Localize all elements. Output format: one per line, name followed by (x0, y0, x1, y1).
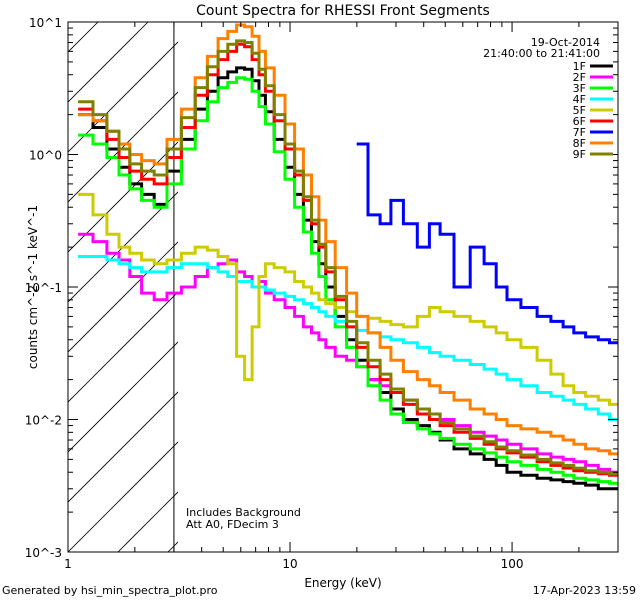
date-label: 19-Oct-2014 (531, 36, 600, 49)
hatch-line (68, 191, 178, 303)
series-2F (78, 232, 618, 474)
hatch-line (618, 22, 640, 552)
y-tick-label: 10^0 (29, 149, 62, 163)
background-hatch-region (68, 22, 640, 552)
legend-label-6F: 6F (573, 115, 586, 128)
annotation-attenuator: Att A0, FDecim 3 (186, 518, 279, 531)
legend-label-9F: 9F (573, 148, 586, 161)
series-5F (78, 192, 618, 406)
legend-label-2F: 2F (573, 71, 586, 84)
hatch-line (68, 241, 178, 353)
x-axis-label: Energy (keV) (304, 576, 381, 590)
series-9F (78, 39, 618, 476)
footer-timestamp: 17-Apr-2023 13:59 (532, 584, 636, 597)
footer-generated-by: Generated by hsi_min_spectra_plot.pro (2, 584, 218, 597)
time-range-label: 21:40:00 to 21:41:00 (483, 47, 600, 60)
series-layer (78, 23, 618, 491)
x-tick-label: 100 (501, 557, 524, 571)
y-axis-label: counts cm^-2 s^-1 keV^-1 (26, 205, 40, 369)
series-3F (78, 76, 618, 485)
annotation-background: Includes Background (186, 506, 301, 519)
axis-ticks: 1 10 100 10^-3 10^-2 10^-1 10^0 10^1 (25, 16, 619, 571)
series-7F (356, 142, 618, 345)
series-1F (78, 66, 618, 491)
hatch-line (68, 291, 178, 403)
hatch-line (68, 441, 178, 552)
series-4F (78, 255, 618, 421)
legend-label-4F: 4F (573, 93, 586, 106)
y-tick-label: 10^-2 (25, 414, 62, 428)
hatch-line (68, 91, 178, 203)
series-8F (78, 23, 618, 456)
legend-label-5F: 5F (573, 104, 586, 117)
legend-label-7F: 7F (573, 126, 586, 139)
y-tick-label: 10^-3 (25, 546, 62, 560)
legend-label-1F: 1F (573, 60, 586, 73)
plot-frame (67, 21, 619, 553)
legend-label-8F: 8F (573, 137, 586, 150)
y-tick-label: 10^1 (29, 16, 62, 30)
hatch-line (167, 541, 178, 552)
hatch-line (68, 391, 178, 503)
x-tick-label: 10 (282, 557, 297, 571)
hatch-line (68, 41, 178, 153)
x-tick-label: 1 (64, 557, 72, 571)
chart-title: Count Spectra for RHESSI Front Segments (196, 3, 490, 19)
legend-label-3F: 3F (573, 82, 586, 95)
y-tick-label: 10^-1 (25, 281, 62, 295)
